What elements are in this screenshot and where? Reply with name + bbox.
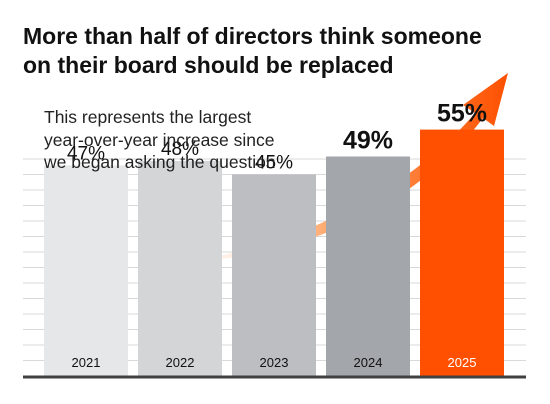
x-tick-label: 2023 (260, 355, 289, 370)
chart-annotation-line: This represents the largest (44, 107, 252, 127)
chart-annotation-line: we began asking the question (44, 152, 276, 172)
chart-title-line: More than half of directors think someon… (23, 23, 482, 49)
bar (138, 160, 222, 376)
x-tick-label: 2021 (72, 355, 101, 370)
chart-annotation: This represents the largest year-over-ye… (44, 106, 344, 174)
chart-annotation-line: year-over-year increase since (44, 129, 275, 150)
bar (44, 165, 128, 376)
bar (326, 156, 410, 376)
x-tick-label: 2022 (166, 355, 195, 370)
bar-value-label: 45% (255, 152, 293, 173)
bar-value-label: 48% (161, 139, 199, 160)
chart-title: More than half of directors think someon… (23, 22, 533, 80)
bar (232, 174, 316, 376)
x-tick-label: 2025 (448, 355, 477, 370)
bar (420, 129, 504, 376)
x-tick-label: 2024 (354, 355, 383, 370)
bar-value-label: 55% (437, 100, 487, 128)
bar-value-label: 47% (67, 143, 105, 164)
chart-title-line: on their board should be replaced (23, 52, 394, 78)
bar-value-label: 49% (343, 126, 393, 154)
